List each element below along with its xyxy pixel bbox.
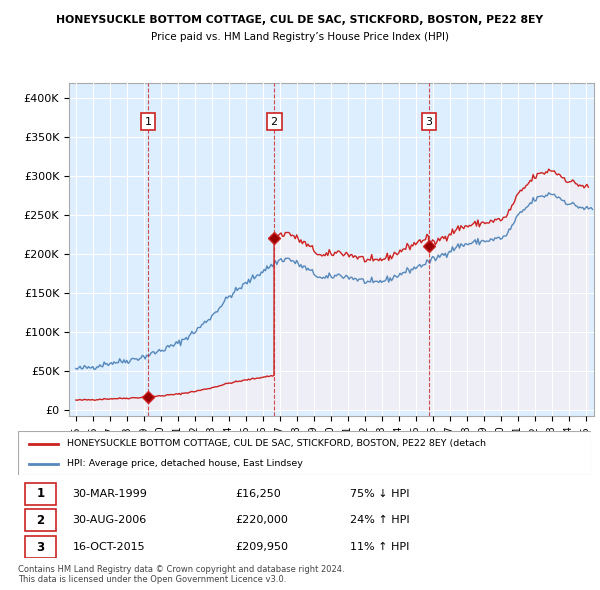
Text: 24% ↑ HPI: 24% ↑ HPI xyxy=(350,515,410,525)
Text: £16,250: £16,250 xyxy=(236,489,281,499)
Text: 30-AUG-2006: 30-AUG-2006 xyxy=(73,515,146,525)
Text: 16-OCT-2015: 16-OCT-2015 xyxy=(73,542,145,552)
Text: Contains HM Land Registry data © Crown copyright and database right 2024.: Contains HM Land Registry data © Crown c… xyxy=(18,565,344,573)
Text: 3: 3 xyxy=(425,117,433,126)
Text: £220,000: £220,000 xyxy=(236,515,289,525)
Bar xyxy=(25,536,56,558)
Text: 11% ↑ HPI: 11% ↑ HPI xyxy=(350,542,410,552)
Text: 30-MAR-1999: 30-MAR-1999 xyxy=(73,489,148,499)
Text: 2: 2 xyxy=(37,514,44,527)
Text: 1: 1 xyxy=(145,117,152,126)
Text: 3: 3 xyxy=(37,540,44,553)
Text: Price paid vs. HM Land Registry’s House Price Index (HPI): Price paid vs. HM Land Registry’s House … xyxy=(151,32,449,42)
Text: 1: 1 xyxy=(37,487,44,500)
Bar xyxy=(25,509,56,531)
Text: £209,950: £209,950 xyxy=(236,542,289,552)
Text: HONEYSUCKLE BOTTOM COTTAGE, CUL DE SAC, STICKFORD, BOSTON, PE22 8EY (detach: HONEYSUCKLE BOTTOM COTTAGE, CUL DE SAC, … xyxy=(67,440,486,448)
Text: HONEYSUCKLE BOTTOM COTTAGE, CUL DE SAC, STICKFORD, BOSTON, PE22 8EY: HONEYSUCKLE BOTTOM COTTAGE, CUL DE SAC, … xyxy=(56,15,544,25)
Text: 75% ↓ HPI: 75% ↓ HPI xyxy=(350,489,410,499)
Bar xyxy=(25,483,56,505)
Text: HPI: Average price, detached house, East Lindsey: HPI: Average price, detached house, East… xyxy=(67,460,302,468)
Text: 2: 2 xyxy=(271,117,278,126)
Text: This data is licensed under the Open Government Licence v3.0.: This data is licensed under the Open Gov… xyxy=(18,575,286,584)
